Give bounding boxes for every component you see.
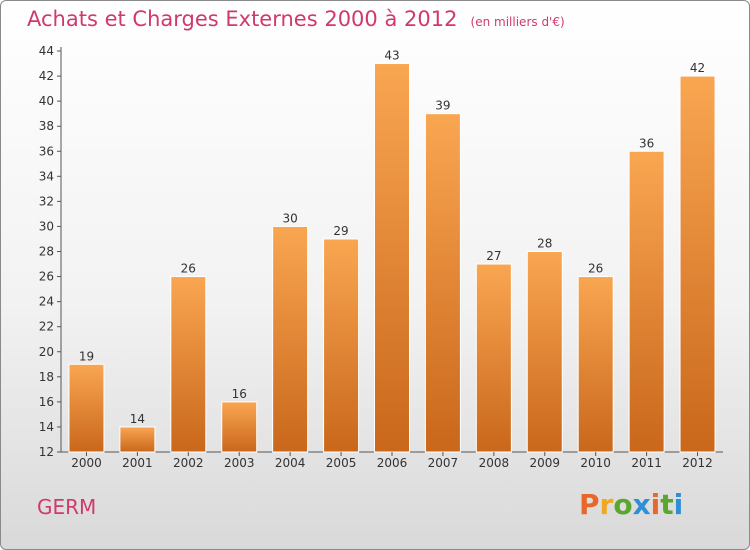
x-tick-label: 2006 [377, 456, 408, 470]
y-tick-label: 28 [39, 245, 54, 259]
logo-letter: i [673, 488, 684, 521]
chart-unit-text: (en milliers d'€) [470, 15, 565, 29]
bar-value-label: 26 [181, 262, 196, 276]
bar-value-label: 36 [639, 136, 654, 150]
y-tick-label: 12 [39, 445, 54, 459]
y-tick-label: 40 [39, 94, 54, 108]
y-tick-label: 24 [39, 295, 54, 309]
bar-value-label: 27 [486, 249, 501, 263]
y-tick-label: 14 [39, 420, 54, 434]
chart-title: Achats et Charges Externes 2000 à 2012 (… [27, 7, 565, 31]
x-tick-label: 2007 [428, 456, 459, 470]
bar [424, 113, 461, 453]
x-tick-label: 2008 [479, 456, 510, 470]
y-tick-label: 42 [39, 69, 54, 83]
logo-letter: x [632, 488, 651, 521]
bar [526, 251, 563, 453]
y-tick-label: 30 [39, 219, 54, 233]
x-tick-label: 2009 [529, 456, 560, 470]
bar [679, 75, 716, 453]
y-tick-label: 22 [39, 320, 54, 334]
bar-value-label: 19 [79, 349, 94, 363]
bar-value-label: 28 [537, 237, 552, 251]
logo-letter: r [599, 488, 614, 521]
y-tick-label: 34 [39, 169, 54, 183]
bar [374, 63, 410, 453]
x-tick-label: 2004 [275, 456, 306, 470]
logo-letter: P [579, 488, 600, 521]
y-tick-label: 18 [39, 370, 54, 384]
bar [272, 225, 309, 453]
bar-value-label: 42 [690, 61, 705, 75]
y-tick-label: 32 [39, 194, 54, 208]
x-tick-label: 2002 [173, 456, 204, 470]
logo-letter: o [613, 488, 633, 521]
bar [119, 426, 156, 453]
y-tick-label: 44 [39, 44, 54, 58]
bar [323, 238, 360, 453]
bar-value-label: 39 [435, 99, 450, 113]
bar-value-label: 29 [333, 224, 348, 238]
commune-name: GERM [37, 495, 97, 519]
y-tick-label: 36 [39, 144, 54, 158]
bar [170, 276, 207, 453]
bar-value-label: 16 [232, 387, 247, 401]
logo-letter: t [660, 488, 674, 521]
y-tick-label: 20 [39, 345, 54, 359]
bar [68, 363, 105, 453]
x-tick-label: 2010 [580, 456, 611, 470]
x-tick-label: 2011 [631, 456, 662, 470]
bar-value-label: 30 [283, 211, 298, 225]
bar [628, 150, 665, 453]
bar-value-label: 26 [588, 262, 603, 276]
bar [475, 263, 512, 453]
x-tick-label: 2000 [71, 456, 102, 470]
chart-title-text: Achats et Charges Externes 2000 à 2012 [27, 7, 458, 31]
x-tick-label: 2012 [682, 456, 713, 470]
x-tick-label: 2001 [122, 456, 153, 470]
y-tick-label: 38 [39, 119, 54, 133]
y-tick-label: 16 [39, 395, 54, 409]
x-tick-label: 2003 [224, 456, 255, 470]
x-tick-label: 2005 [326, 456, 357, 470]
bar [221, 401, 258, 453]
y-tick-label: 26 [39, 270, 54, 284]
logo-letter: i [650, 488, 661, 521]
bar-value-label: 43 [384, 49, 399, 63]
proxiti-logo[interactable]: Proxiti [579, 488, 683, 521]
bar [577, 276, 614, 453]
bar-value-label: 14 [130, 412, 145, 426]
